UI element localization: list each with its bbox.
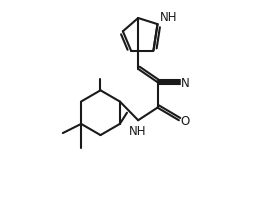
Text: NH: NH [159, 11, 177, 24]
Text: NH: NH [128, 125, 146, 138]
Text: N: N [181, 76, 190, 89]
Text: O: O [180, 114, 189, 127]
